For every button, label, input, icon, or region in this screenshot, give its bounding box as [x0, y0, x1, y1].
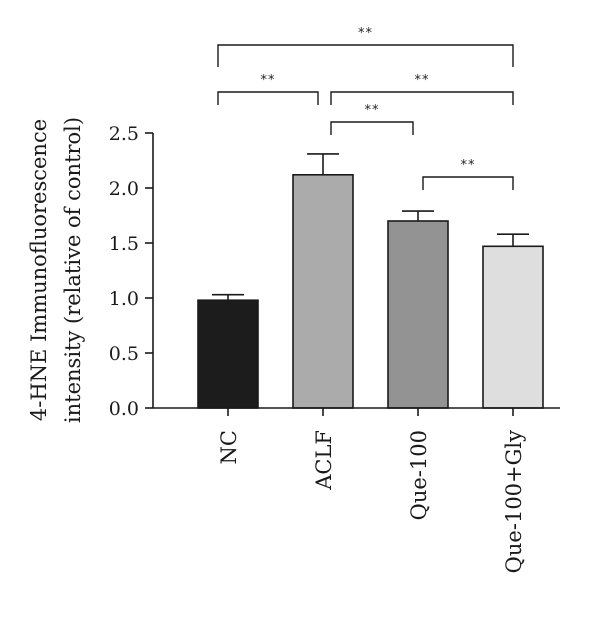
y-tick-label: 1.0 [109, 288, 139, 310]
bar-que-100 [387, 220, 449, 409]
y-tick-label: 0.5 [109, 343, 139, 365]
significance-label-3: ** [461, 158, 476, 173]
significance-bracket-2 [330, 91, 514, 105]
y-axis-label-line-1: 4-HNE Immunofluorescence [27, 119, 51, 421]
bar-aclf [292, 174, 354, 409]
x-tick-label: Que-100+Gly [502, 430, 526, 573]
y-tick-label: 2.0 [109, 178, 139, 200]
x-tick-label: Que-100 [407, 430, 431, 520]
x-tick-label: ACLF [312, 430, 336, 491]
plot-area: 0.0 0.5 1.0 1.5 2.0 2.5 NC ACLF Que-100 Que-100+G… [109, 26, 560, 573]
x-tick-label: NC [217, 430, 241, 464]
y-tick-label: 2.5 [109, 123, 139, 145]
y-tick-label: 1.5 [109, 233, 139, 255]
significance-label-2: ** [415, 73, 430, 88]
bar-que-100-gly [482, 245, 544, 409]
significance-bracket-0 [217, 91, 319, 105]
y-axis-title: 4-HNE Immunofluorescence intensity (rela… [27, 117, 85, 423]
y-tick-label: 0.0 [109, 398, 139, 420]
significance-bracket-4 [217, 44, 514, 67]
significance-label-1: ** [365, 103, 380, 118]
y-axis-label-line-2: intensity (relative of control) [61, 117, 85, 423]
significance-label-0: ** [261, 73, 276, 88]
significance-label-4: ** [358, 26, 373, 41]
bar-nc [197, 299, 259, 409]
significance-bracket-1 [330, 121, 414, 135]
significance-bracket-3 [422, 176, 514, 190]
